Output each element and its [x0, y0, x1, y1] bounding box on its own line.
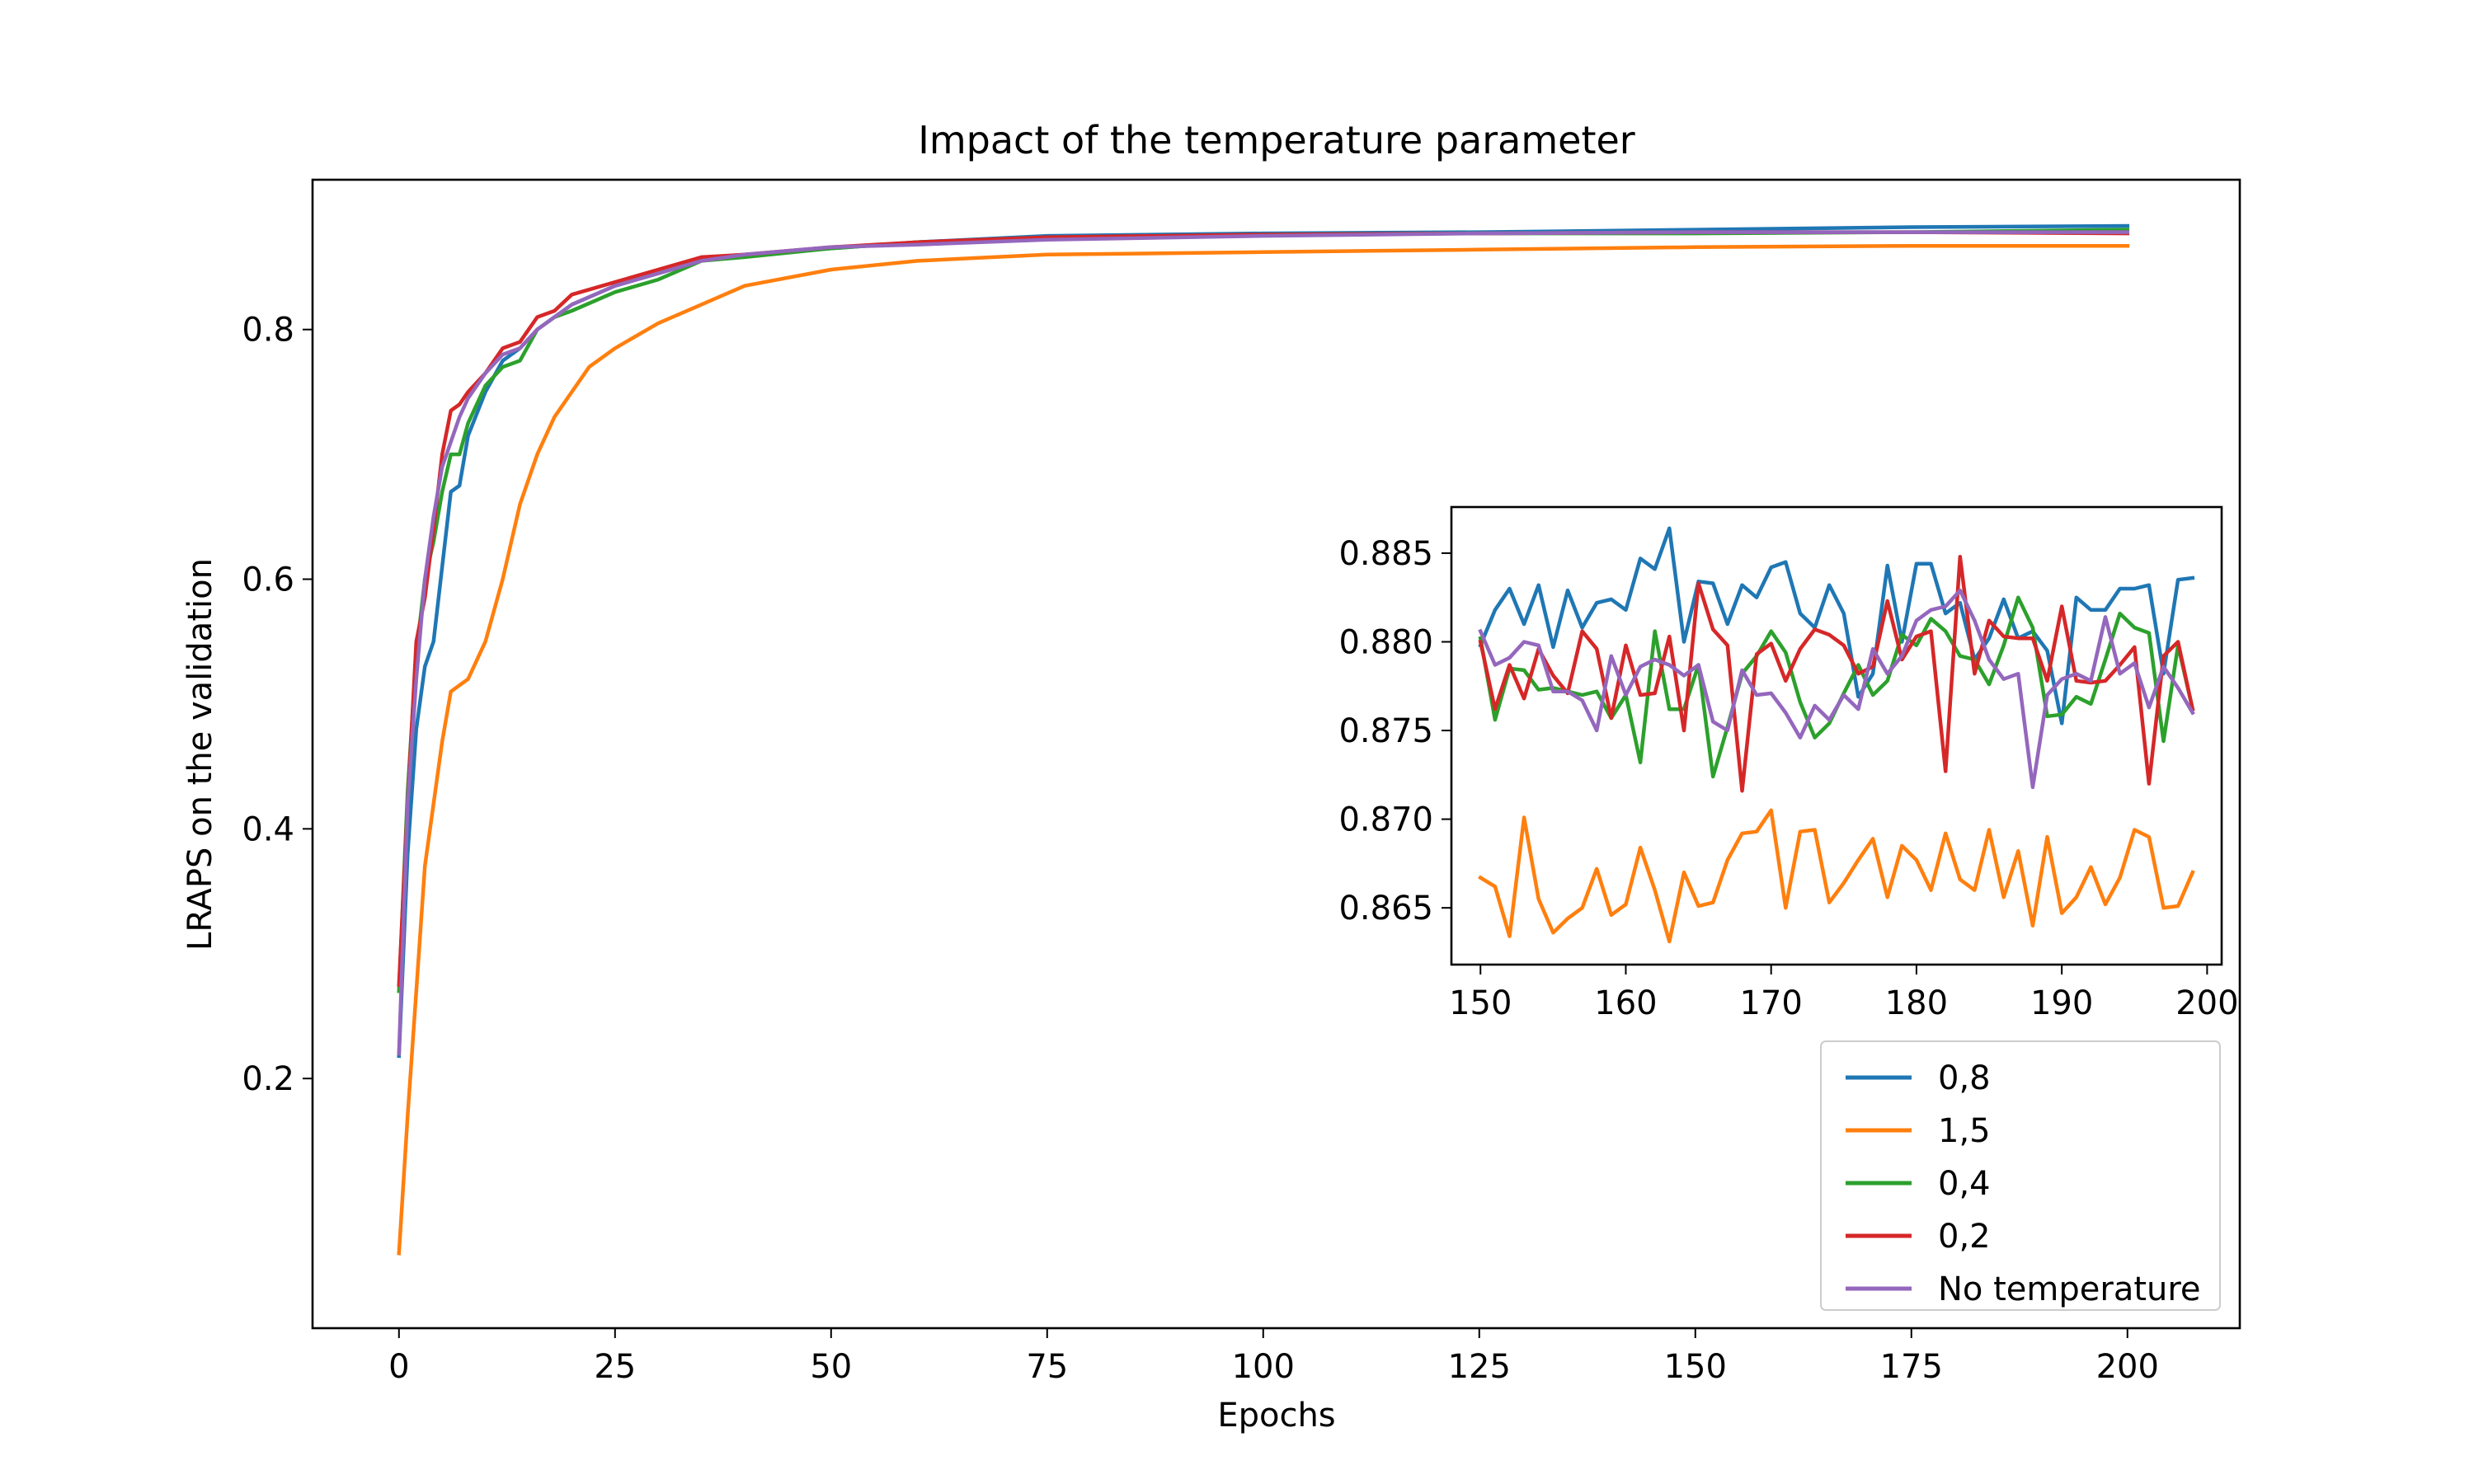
inset-x-axis: 150 160 170 180 190 200: [1449, 965, 2239, 1022]
legend-label: 0,4: [1938, 1165, 1991, 1203]
inset-series-group: [1478, 526, 2195, 944]
main-y-tick-label: 0.6: [242, 561, 294, 599]
inset-y-tick-label: 0.870: [1338, 801, 1433, 839]
main-series-line-1: [397, 243, 2130, 1256]
main-x-tick-label: 75: [1026, 1348, 1068, 1386]
inset-x-tick-label: 170: [1740, 984, 1803, 1022]
main-x-tick-label: 125: [1448, 1348, 1511, 1386]
inset-y-tick-label: 0.880: [1338, 623, 1433, 661]
legend-items: 0,8 1,5 0,4 0,2 No temperature: [1846, 1059, 2201, 1308]
chart-title: Impact of the temperature parameter: [918, 118, 1634, 162]
inset-y-tick-label: 0.865: [1338, 890, 1433, 928]
legend-box: [1820, 1040, 2221, 1311]
inset-series-line-1: [1478, 808, 2195, 944]
x-axis-label: Epochs: [1217, 1397, 1335, 1435]
main-x-tick-label: 25: [594, 1348, 636, 1386]
inset-plot-frame: [1450, 505, 2223, 966]
main-series-group: [397, 223, 2130, 1256]
main-y-axis: 0.2 0.4 0.6 0.8: [242, 312, 313, 1098]
inset-x-tick-label: 190: [2030, 984, 2093, 1022]
y-axis-label: LRAPS on the validation: [181, 558, 219, 951]
inset-series-line-3: [1478, 554, 2195, 793]
inset-x-tick-label: 200: [2175, 984, 2238, 1022]
main-x-tick-label: 200: [2096, 1348, 2159, 1386]
inset-x-tick-label: 160: [1594, 984, 1657, 1022]
inset-plot: 150 160 170 180 190 200 0.8650.8700.8750.8800…: [1338, 505, 2239, 1022]
main-y-tick-label: 0.2: [242, 1060, 294, 1098]
legend-label: 0,2: [1938, 1218, 1991, 1256]
inset-x-tick-label: 150: [1449, 984, 1512, 1022]
inset-x-tick-label: 180: [1885, 984, 1948, 1022]
inset-y-axis: 0.865 0.870 0.875 0.880 0.885: [1338, 535, 1451, 928]
inset-y-tick-label: 0.885: [1338, 535, 1433, 573]
main-plot-frame: [311, 178, 2241, 1330]
legend-label: 1,5: [1938, 1112, 1991, 1150]
inset-background: [1451, 507, 2222, 965]
inset-series-line-4: [1478, 588, 2195, 790]
main-x-tick-label: 50: [810, 1348, 852, 1386]
inset-series-line-0: [1478, 526, 2195, 726]
main-series-line-4: [397, 230, 2130, 1056]
main-x-tick-label: 175: [1880, 1348, 1943, 1386]
main-x-tick-label: 100: [1232, 1348, 1295, 1386]
main-x-axis: 0 25 50 75 100 125 150 175 200: [388, 1328, 2159, 1386]
legend: 0,8 1,5 0,4 0,2 No temperature: [1820, 1040, 2221, 1311]
main-x-tick-label: 150: [1664, 1348, 1727, 1386]
main-y-tick-label: 0.8: [242, 312, 294, 350]
legend-label: 0,8: [1938, 1059, 1991, 1097]
inset-y-tick-label: 0.875: [1338, 712, 1433, 750]
main-y-tick-label: 0.4: [242, 810, 294, 848]
main-plot: 0 25 50 75 100 125 150 175 200 0.2 0.4 0.6 0.8: [242, 178, 2241, 1386]
main-x-tick-label: 0: [388, 1348, 409, 1386]
legend-label: No temperature: [1938, 1270, 2201, 1308]
